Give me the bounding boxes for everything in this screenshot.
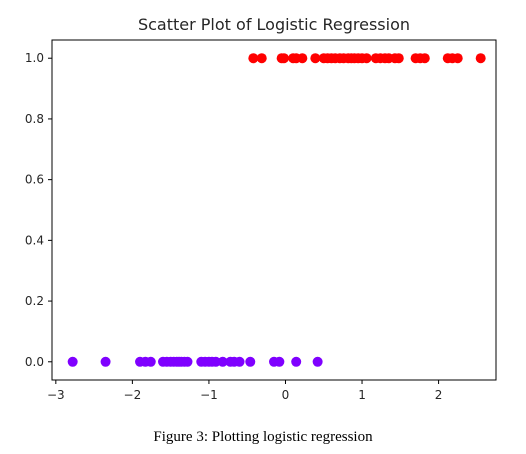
axis-ticks: −3 −2 −1 0 1 2 0.0 0.2 0.4 0.6 0.8 1.0 [25, 51, 443, 402]
x-tick-label: 2 [435, 388, 443, 402]
scatter-point [217, 356, 228, 367]
x-tick-label: −2 [124, 388, 142, 402]
scatter-point [452, 53, 463, 64]
scatter-point [248, 53, 259, 64]
scatter-point [256, 53, 267, 64]
scatter-point [278, 53, 289, 64]
scatter-point [361, 53, 372, 64]
figure-caption: Figure 3: Plotting logistic regression [153, 429, 373, 445]
scatter-point [100, 356, 111, 367]
x-tick-label: −1 [200, 388, 218, 402]
scatter-point [182, 356, 193, 367]
scatter-point [145, 356, 156, 367]
scatter-point [234, 356, 245, 367]
scatter-point [274, 356, 285, 367]
scatter-point [475, 53, 486, 64]
x-tick-label: 0 [282, 388, 290, 402]
y-tick-label: 1.0 [25, 51, 44, 65]
y-tick-label: 0.4 [25, 233, 44, 247]
y-tick-label: 0.8 [25, 112, 44, 126]
chart-title: Scatter Plot of Logistic Regression [138, 15, 410, 34]
scatter-point [245, 356, 256, 367]
x-tick-label: −3 [47, 388, 65, 402]
scatter-chart: Scatter Plot of Logistic Regression −3 −2… [25, 15, 497, 402]
scatter-point [310, 53, 321, 64]
scatter-point [291, 356, 302, 367]
y-tick-label: 0.0 [25, 355, 44, 369]
scatter-point [297, 53, 308, 64]
plot-area-frame [51, 39, 497, 381]
y-tick-label: 0.2 [25, 294, 44, 308]
scatter-point [210, 356, 221, 367]
scatter-point [419, 53, 430, 64]
scatter-point [312, 356, 323, 367]
data-points [67, 53, 486, 367]
x-tick-label: 1 [358, 388, 366, 402]
y-tick-label: 0.6 [25, 173, 44, 187]
scatter-point [393, 53, 404, 64]
scatter-point [67, 356, 78, 367]
